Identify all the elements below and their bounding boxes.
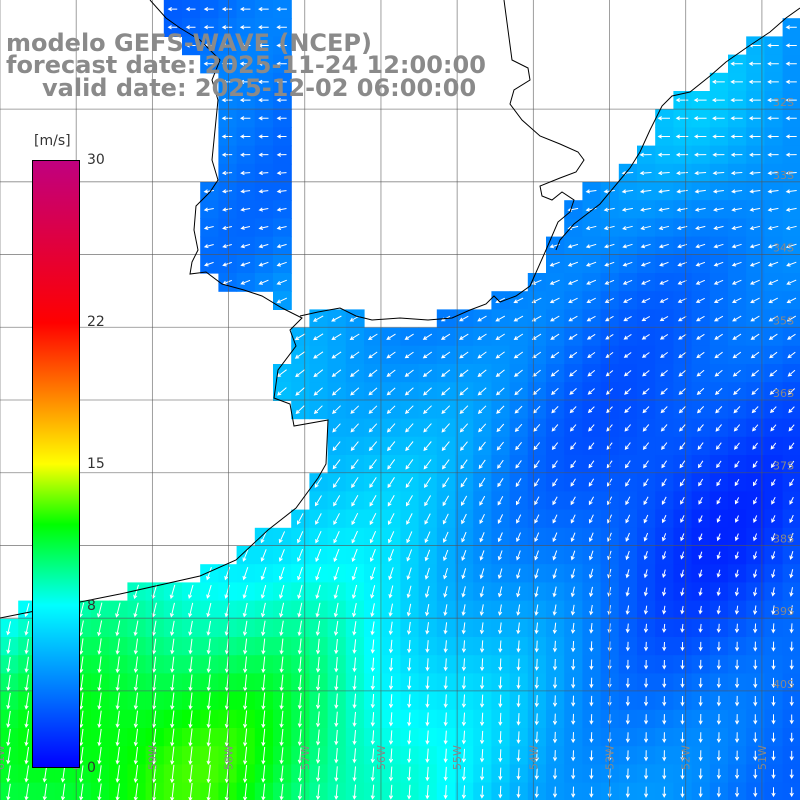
lon-label: 54W bbox=[527, 745, 540, 770]
lat-label: 36S bbox=[773, 387, 794, 400]
lat-label: 39S bbox=[773, 605, 794, 618]
lon-label: 53W bbox=[604, 745, 617, 770]
lon-label: 58W bbox=[223, 745, 236, 770]
lon-label: 61W bbox=[0, 745, 7, 770]
title-forecast-date: forecast date: 2025-11-24 12:00:00 bbox=[6, 51, 486, 79]
lat-label: 34S bbox=[773, 242, 794, 255]
lon-label: 55W bbox=[451, 745, 464, 770]
colorbar-label: 22 bbox=[87, 314, 105, 331]
colorbar-label: 30 bbox=[87, 152, 105, 168]
coastline bbox=[0, 0, 800, 619]
lat-label: 40S bbox=[773, 678, 794, 691]
colorbar bbox=[32, 160, 80, 768]
lon-label: 56W bbox=[375, 745, 388, 770]
lon-label: 59W bbox=[146, 745, 159, 770]
lon-label: 57W bbox=[299, 745, 312, 770]
lat-label: 37S bbox=[773, 460, 794, 473]
lat-label: 33S bbox=[773, 169, 794, 182]
lat-label: 35S bbox=[773, 314, 794, 327]
lat-label: 38S bbox=[773, 532, 794, 545]
lat-label: 32S bbox=[773, 96, 794, 109]
colorbar-label: 8 bbox=[87, 597, 96, 614]
lon-label: 52W bbox=[680, 745, 693, 770]
lon-label: 51W bbox=[756, 745, 769, 770]
colorbar-label: 0 bbox=[87, 760, 96, 776]
title-valid-date: valid date: 2025-12-02 06:00:00 bbox=[42, 74, 477, 102]
colorbar-label: 15 bbox=[87, 456, 105, 472]
colorbar-unit: [m/s] bbox=[34, 133, 71, 149]
title-model: modelo GEFS-WAVE (NCEP) bbox=[6, 29, 372, 57]
